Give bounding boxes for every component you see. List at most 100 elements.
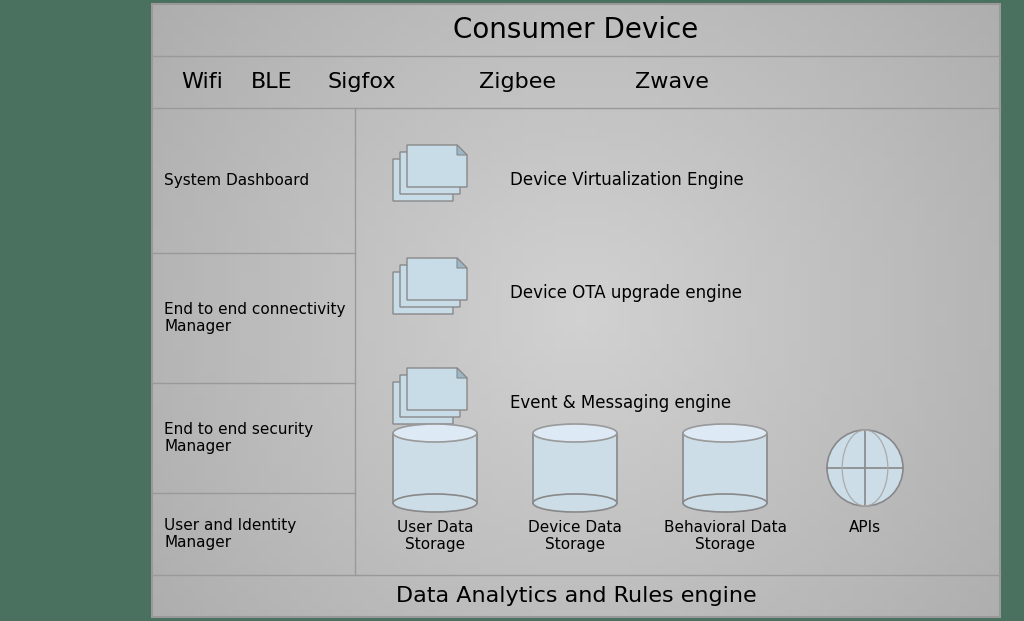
- Bar: [364, 219, 375, 226]
- Bar: [575, 464, 587, 471]
- Bar: [809, 173, 820, 180]
- Bar: [809, 318, 820, 326]
- Bar: [300, 211, 311, 219]
- Bar: [660, 180, 672, 188]
- Bar: [449, 226, 460, 234]
- Bar: [544, 188, 555, 196]
- Bar: [904, 402, 915, 410]
- Bar: [872, 219, 884, 226]
- Bar: [248, 104, 258, 111]
- Bar: [502, 471, 512, 479]
- Bar: [597, 203, 608, 211]
- Bar: [460, 379, 470, 387]
- Bar: [745, 211, 756, 219]
- Bar: [597, 349, 608, 356]
- Bar: [375, 58, 385, 65]
- Bar: [660, 556, 672, 563]
- Bar: [926, 219, 936, 226]
- Bar: [258, 165, 268, 173]
- Bar: [523, 525, 534, 533]
- Bar: [575, 219, 587, 226]
- Bar: [777, 571, 788, 579]
- Bar: [629, 4, 640, 12]
- Bar: [226, 479, 237, 487]
- Bar: [618, 349, 629, 356]
- Bar: [872, 119, 884, 127]
- Bar: [438, 487, 449, 494]
- Bar: [629, 12, 640, 19]
- Bar: [682, 418, 692, 425]
- Bar: [640, 333, 650, 341]
- Bar: [417, 556, 428, 563]
- Bar: [385, 119, 396, 127]
- Bar: [682, 249, 692, 257]
- Bar: [163, 295, 173, 303]
- Bar: [237, 349, 248, 356]
- Bar: [555, 487, 565, 494]
- Bar: [555, 203, 565, 211]
- Bar: [449, 265, 460, 272]
- Bar: [290, 563, 300, 571]
- Bar: [428, 257, 438, 265]
- Bar: [343, 203, 353, 211]
- Bar: [852, 180, 862, 188]
- Bar: [597, 441, 608, 448]
- Bar: [947, 142, 957, 150]
- Bar: [492, 456, 502, 464]
- Bar: [936, 318, 947, 326]
- Bar: [682, 548, 692, 556]
- Bar: [183, 594, 195, 602]
- Bar: [852, 487, 862, 494]
- Bar: [258, 341, 268, 349]
- Bar: [936, 349, 947, 356]
- Bar: [195, 379, 205, 387]
- Bar: [565, 150, 575, 157]
- Bar: [809, 609, 820, 617]
- Bar: [449, 127, 460, 134]
- Bar: [268, 50, 280, 58]
- Bar: [205, 280, 216, 288]
- Bar: [417, 563, 428, 571]
- Bar: [460, 356, 470, 364]
- Bar: [300, 272, 311, 280]
- Bar: [290, 104, 300, 111]
- Bar: [862, 242, 872, 249]
- Bar: [375, 563, 385, 571]
- Bar: [502, 150, 512, 157]
- Bar: [735, 4, 745, 12]
- Bar: [597, 295, 608, 303]
- Bar: [745, 556, 756, 563]
- Bar: [608, 104, 618, 111]
- Bar: [618, 402, 629, 410]
- Bar: [735, 510, 745, 517]
- Bar: [587, 594, 597, 602]
- Bar: [894, 579, 904, 586]
- Bar: [820, 594, 830, 602]
- Bar: [957, 203, 969, 211]
- Bar: [872, 402, 884, 410]
- Bar: [989, 150, 1000, 157]
- Bar: [830, 341, 841, 349]
- Bar: [640, 609, 650, 617]
- Bar: [417, 96, 428, 104]
- Bar: [492, 150, 502, 157]
- Bar: [799, 525, 809, 533]
- Bar: [173, 211, 183, 219]
- Bar: [852, 402, 862, 410]
- Bar: [926, 73, 936, 81]
- Bar: [407, 27, 417, 35]
- Bar: [460, 464, 470, 471]
- Bar: [216, 127, 226, 134]
- Bar: [460, 548, 470, 556]
- Bar: [512, 35, 523, 42]
- Bar: [714, 563, 724, 571]
- Bar: [830, 571, 841, 579]
- Bar: [703, 280, 714, 288]
- Bar: [852, 433, 862, 441]
- Bar: [735, 609, 745, 617]
- Bar: [332, 234, 343, 242]
- Bar: [470, 12, 480, 19]
- Bar: [290, 387, 300, 395]
- Bar: [216, 364, 226, 372]
- Bar: [745, 81, 756, 88]
